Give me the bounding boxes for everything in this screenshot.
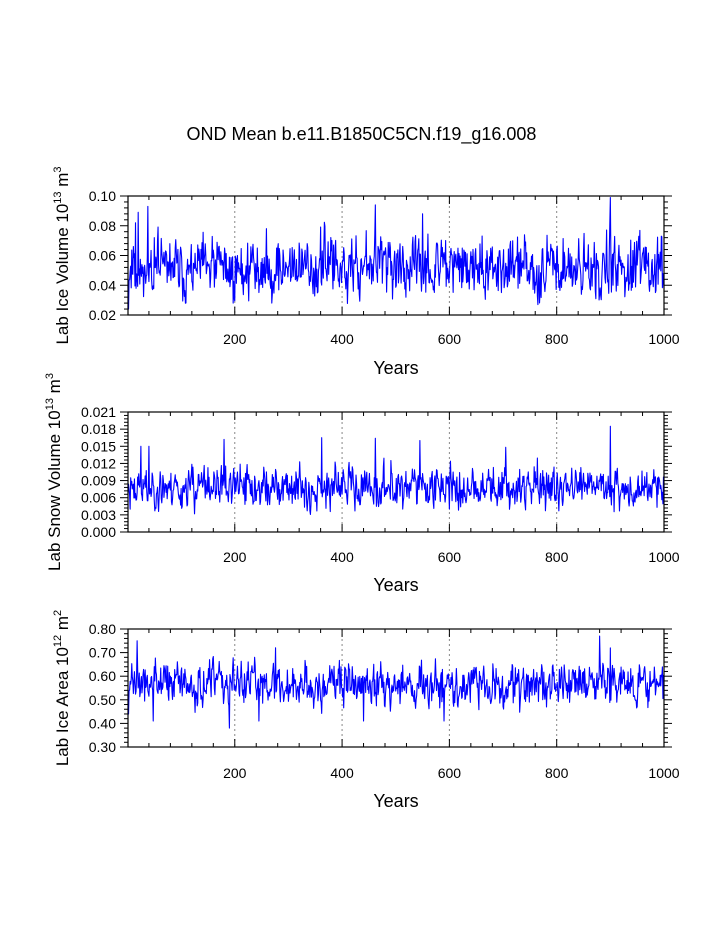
x-tick-label: 1000 — [648, 765, 679, 781]
y-tick-label: 0.015 — [81, 438, 116, 454]
y-tick-label: 0.10 — [89, 188, 116, 204]
y-tick-label: 0.70 — [89, 645, 116, 661]
chart-title: OND Mean b.e11.B1850C5CN.f19_g16.008 — [186, 124, 537, 144]
y-tick-label: 0.006 — [81, 490, 116, 506]
y-tick-label: 0.021 — [81, 404, 116, 420]
x-axis-title: Years — [373, 575, 418, 595]
y-tick-label: 0.04 — [89, 277, 116, 293]
y-axis-title: Lab Snow Volume 1013 m3 — [44, 373, 64, 571]
y-tick-label: 0.012 — [81, 455, 116, 471]
series-line-lab-ice-volume — [127, 196, 665, 310]
x-tick-label: 400 — [330, 331, 354, 347]
panel-3: 200 400 600 800 1000 0.30 0.40 0.50 0.60 0.70 0.80… — [52, 610, 680, 811]
plot-frame — [127, 628, 665, 748]
y-tick-label: 0.018 — [81, 421, 116, 437]
x-axis-title: Years — [373, 791, 418, 811]
y-tick-label: 0.50 — [89, 692, 116, 708]
y-tick-label: 0.40 — [89, 715, 116, 731]
x-tick-label: 800 — [545, 765, 569, 781]
y-tick-label: 0.80 — [89, 621, 116, 637]
y-axis-title: Lab Ice Area 1012 m2 — [52, 610, 72, 766]
series-line-lab-ice-area — [127, 635, 665, 729]
y-tick-label: 0.06 — [89, 248, 116, 264]
panel-1: 200 400 600 800 1000 0.02 0.04 0.06 0.08 0.10 Year… — [52, 166, 680, 378]
y-tick-label: 0.30 — [89, 739, 116, 755]
y-tick-label: 0.000 — [81, 524, 116, 540]
y-tick-label: 0.08 — [89, 218, 116, 234]
y-tick-label: 0.02 — [89, 307, 116, 323]
y-tick-label: 0.60 — [89, 668, 116, 684]
y-tick-label: 0.003 — [81, 507, 116, 523]
x-tick-label: 600 — [438, 331, 462, 347]
plot-frame — [127, 411, 665, 533]
x-axis-title: Years — [373, 358, 418, 378]
x-tick-label: 1000 — [648, 331, 679, 347]
y-axis-title: Lab Ice Volume 1013 m3 — [52, 166, 72, 344]
x-tick-label: 600 — [438, 549, 462, 565]
x-tick-label: 400 — [330, 549, 354, 565]
x-tick-label: 800 — [545, 549, 569, 565]
y-tick-label: 0.009 — [81, 473, 116, 489]
series-line-lab-snow-volume — [127, 425, 665, 516]
x-tick-label: 200 — [223, 765, 247, 781]
x-tick-label: 200 — [223, 549, 247, 565]
x-tick-label: 400 — [330, 765, 354, 781]
x-tick-label: 800 — [545, 331, 569, 347]
x-tick-label: 600 — [438, 765, 462, 781]
x-tick-label: 1000 — [648, 549, 679, 565]
x-tick-label: 200 — [223, 331, 247, 347]
